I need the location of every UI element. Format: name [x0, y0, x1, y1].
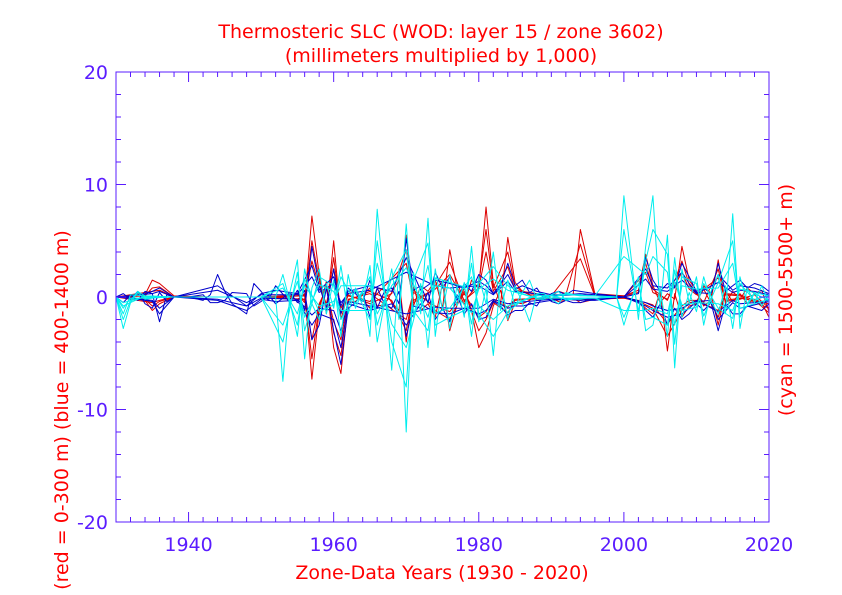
series-line-red-3	[115, 229, 770, 315]
y-tick-label: 10	[84, 175, 108, 197]
series-line-cyan-13	[115, 195, 770, 433]
series-line-cyan-18	[115, 267, 770, 318]
x-tick-label: 2020	[745, 534, 793, 556]
series-line-blue-12	[115, 296, 770, 332]
axes-layer: 1940 1960 1980 2000 2020 -20 -10 0 10 20	[77, 62, 793, 556]
chart-subtitle: (millimeters multiplied by 1,000)	[285, 45, 597, 67]
y-tick-label: 0	[96, 287, 108, 309]
series-layer	[115, 195, 770, 433]
y-tick-label: 20	[84, 62, 108, 84]
chart-title: Thermosteric SLC (WOD: layer 15 / zone 3…	[217, 21, 663, 43]
y-tick-label: -20	[77, 512, 108, 534]
y-axis-label-right: (cyan = 1500-5500+ m)	[775, 184, 797, 416]
series-line-cyan-14	[115, 223, 770, 349]
x-tick-label: 1960	[309, 534, 357, 556]
x-axis-label: Zone-Data Years (1930 - 2020)	[295, 562, 588, 584]
y-tick-label: -10	[77, 400, 108, 422]
series-line-cyan-15	[115, 229, 770, 388]
x-tick-label: 1940	[164, 534, 212, 556]
series-line-cyan-17	[115, 256, 770, 349]
x-tick-label: 2000	[600, 534, 648, 556]
x-tick-label: 1980	[455, 534, 503, 556]
y-axis-label-left: (red = 0-300 m) (blue = 400-1400 m)	[51, 230, 73, 590]
